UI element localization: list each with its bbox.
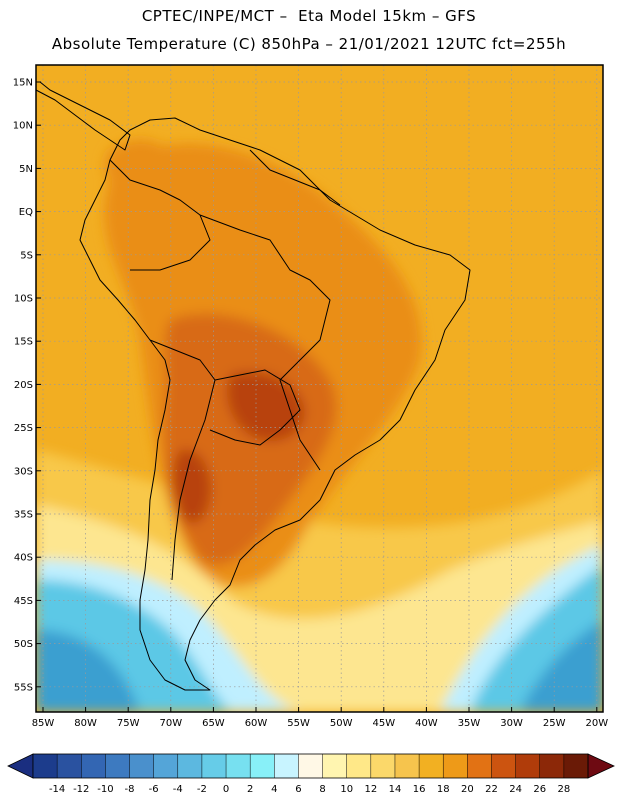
field-colder [36, 620, 603, 712]
title-line-1: CPTEC/INPE/MCT – Eta Model 15km – GFS [141, 7, 477, 25]
colorbar-tick-label: 28 [558, 784, 571, 795]
colorbar-tick-label: -2 [197, 784, 207, 795]
colorbar-tick-label: 18 [437, 784, 450, 795]
colorbar-swatch [226, 754, 251, 778]
lat-label: 50S [14, 639, 33, 650]
colorbar-tick-label: 2 [247, 784, 253, 795]
colorbar-swatch [81, 754, 106, 778]
colorbar-tick-label: -12 [73, 784, 89, 795]
colorbar-swatch [539, 754, 565, 778]
lon-label: 55W [287, 718, 310, 729]
title-line-2: Absolute Temperature (C) 850hPa – 21/01/… [51, 35, 567, 53]
colorbar-swatch [129, 754, 154, 778]
colorbar-tick-label: -10 [97, 784, 113, 795]
colorbar-tick-label: 6 [295, 784, 301, 795]
lat-label: 15N [13, 78, 33, 89]
plot-frame [35, 64, 604, 713]
colorbar-swatch [443, 754, 468, 778]
colorbar-tick-label: 22 [485, 784, 498, 795]
lat-label: 15S [14, 337, 33, 348]
lon-label: 20W [585, 718, 608, 729]
colorbar-tick-label: 0 [223, 784, 229, 795]
lat-label: 10S [14, 294, 33, 305]
brazil-border [199, 214, 331, 471]
bolivia-paraguay-border [209, 369, 301, 446]
central-america-coastline [36, 81, 131, 151]
field-cold [36, 565, 603, 712]
colorbar-swatch [298, 754, 323, 778]
colorbar-swatch [274, 754, 299, 778]
colorbar-under-arrow [7, 753, 34, 779]
colorbar-tick-label: 14 [389, 784, 402, 795]
lon-label: 60W [245, 718, 268, 729]
lon-label: 50W [330, 718, 353, 729]
colorbar-swatch [394, 754, 420, 778]
lon-label: 70W [159, 718, 182, 729]
colorbar-swatch [201, 754, 227, 778]
colorbar-swatch [57, 754, 82, 778]
colorbar-tick-label: -8 [125, 784, 135, 795]
colorbar-swatch [250, 754, 275, 778]
colorbar-tick-label: -4 [173, 784, 183, 795]
colorbar-swatch [105, 754, 130, 778]
lat-label: 5N [19, 164, 33, 175]
lon-label: 25W [543, 718, 566, 729]
lat-label: 35S [14, 510, 33, 521]
colorbar-tick-label: 24 [509, 784, 522, 795]
field-north-warm [104, 139, 180, 195]
colorbar-swatch [467, 754, 492, 778]
colorbar-swatch [346, 754, 372, 778]
colorbar-swatch [491, 754, 516, 778]
colorbar-tick-label: -14 [49, 784, 65, 795]
colorbar-tick-label: 10 [340, 784, 353, 795]
colorbar-tick-label: 4 [271, 784, 277, 795]
coastlines [36, 81, 471, 691]
colorbar-tick-label: 16 [413, 784, 426, 795]
lon-label: 35W [458, 718, 481, 729]
lat-label: 45S [14, 596, 33, 607]
graticule [36, 65, 603, 712]
colorbar-swatch [33, 754, 58, 778]
lon-label: 75W [117, 718, 140, 729]
colorbar-swatch [370, 754, 396, 778]
longitude-axis: 85W 80W 75W 70W 65W 60W 55W 50W 45W 40W 35W 30W 25W 2… [32, 707, 608, 729]
colombia-border [109, 159, 211, 271]
lon-label: 45W [372, 718, 395, 729]
colorbar-tick-label: 12 [364, 784, 377, 795]
south-america-coastline [79, 117, 471, 691]
lat-label: 30S [14, 466, 33, 477]
field-hottest [172, 371, 305, 524]
lon-label: 30W [500, 718, 523, 729]
temperature-field [36, 65, 603, 712]
lat-label: 10N [13, 121, 33, 132]
colorbar-tick-label: 26 [533, 784, 546, 795]
lon-label: 85W [32, 718, 55, 729]
colorbar-tick-label: 20 [461, 784, 474, 795]
lon-label: 65W [202, 718, 225, 729]
colorbar-swatch [322, 754, 347, 778]
colorbar-swatch [515, 754, 541, 778]
lat-label: 5S [20, 250, 33, 261]
colorbar-swatch [177, 754, 203, 778]
colorbar-frame [32, 753, 589, 779]
colorbar-swatch [419, 754, 444, 778]
colorbar-over-arrow [587, 753, 615, 779]
lat-label: 25S [14, 423, 33, 434]
colorbar-swatch [563, 754, 589, 778]
andes-border [149, 339, 216, 581]
colorbar-tick-label: 8 [319, 784, 325, 795]
lat-label: 40S [14, 553, 33, 564]
colorbar-tick-label: -6 [149, 784, 159, 795]
lat-label: 55S [14, 682, 33, 693]
lon-label: 80W [74, 718, 97, 729]
colorbar-swatch [153, 754, 179, 778]
lat-label: 20S [14, 380, 33, 391]
guianas-border [249, 149, 341, 206]
colorbar: -14 -12 -10 -8 -6 -4 -2 0 2 4 6 8 10 12 14 16 18 20 22 24 26… [7, 753, 615, 795]
lon-label: 40W [415, 718, 438, 729]
lat-label: EQ [19, 207, 33, 218]
latitude-axis: 15N 10N 5N EQ 5S 10S 15S 20S 25S 30S 35S 40S 45S 50S 5… [13, 78, 41, 693]
